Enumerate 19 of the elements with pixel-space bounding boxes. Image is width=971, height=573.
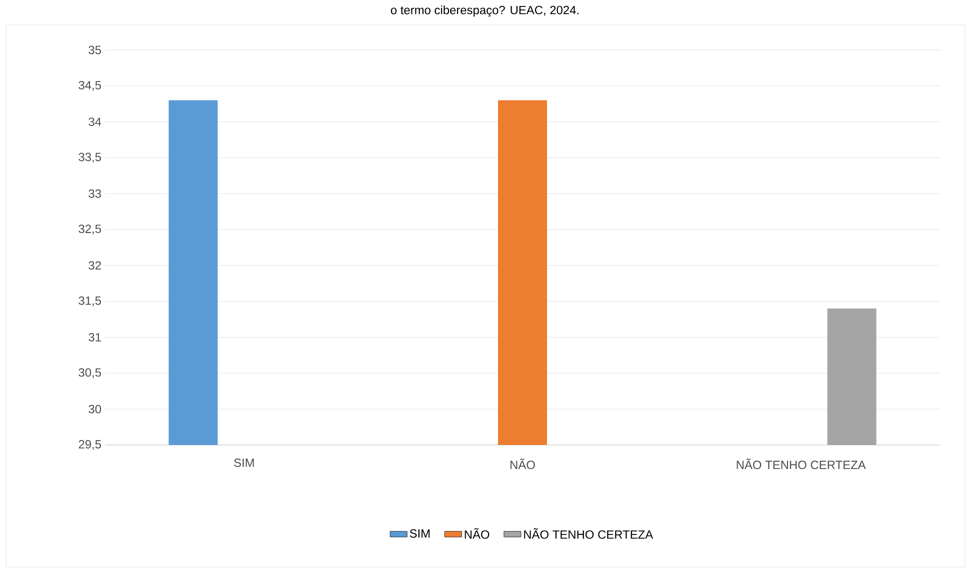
chart-title: o termo ciberespaço? UEAC, 2024. [390, 6, 578, 17]
y-tick-label: 34 [88, 118, 102, 126]
y-tick-label: 30,5 [78, 368, 101, 378]
y-tick-label: 31,5 [78, 296, 101, 306]
y-tick-label: 29,5 [78, 440, 101, 450]
x-tick-label: NÃO [510, 458, 535, 470]
y-tick-label: 32,5 [78, 224, 101, 234]
y-tick-label: 35 [88, 46, 101, 54]
x-tick-label: SIM [234, 458, 254, 467]
y-tick-label: 32 [88, 261, 101, 270]
y-tick-label: 33 [88, 189, 101, 198]
y-tick-label: 33,5 [78, 152, 101, 163]
y-tick-label: 31 [88, 333, 101, 342]
legend-label: NÃO TENHO CERTEZA [524, 528, 654, 539]
y-tick-label: 34,5 [78, 80, 101, 91]
x-tick-label: NÃO TENHO CERTEZA [736, 458, 866, 470]
legend-label: NÃO [464, 528, 490, 539]
legend-label: SIM [410, 529, 430, 538]
y-tick-label: 30 [88, 404, 102, 414]
